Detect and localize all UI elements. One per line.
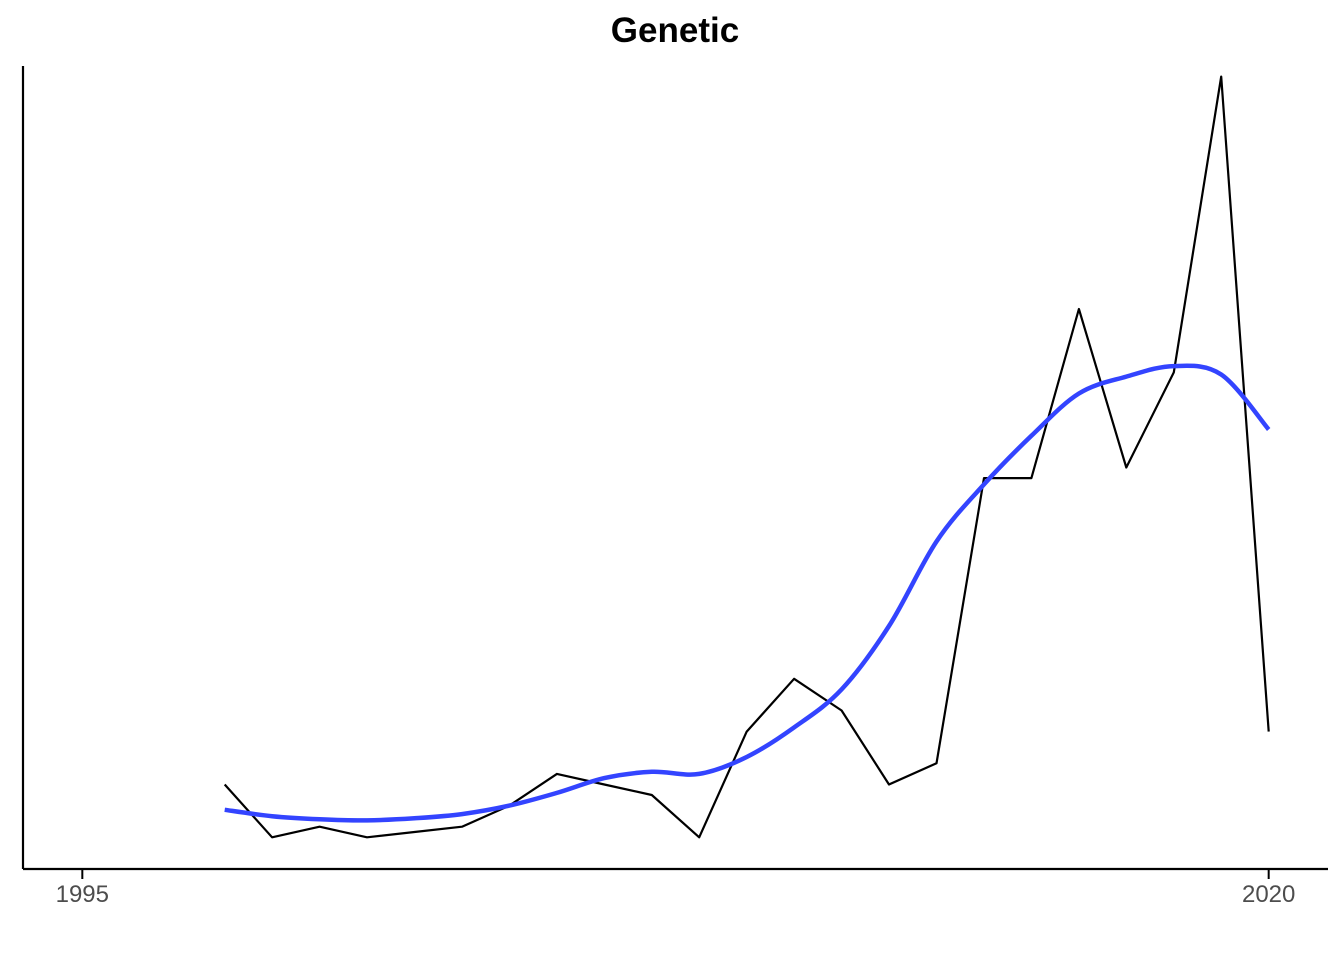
plot-area — [223, 75, 1271, 839]
x-tick-label: 1995 — [56, 881, 109, 908]
x-axis-ticks: 1995 2020 — [56, 869, 1295, 908]
x-tick-label: 2020 — [1242, 881, 1295, 908]
series-line-observed — [223, 75, 1270, 839]
chart-title: Genetic — [611, 11, 739, 50]
series-line-trend — [224, 363, 1271, 823]
